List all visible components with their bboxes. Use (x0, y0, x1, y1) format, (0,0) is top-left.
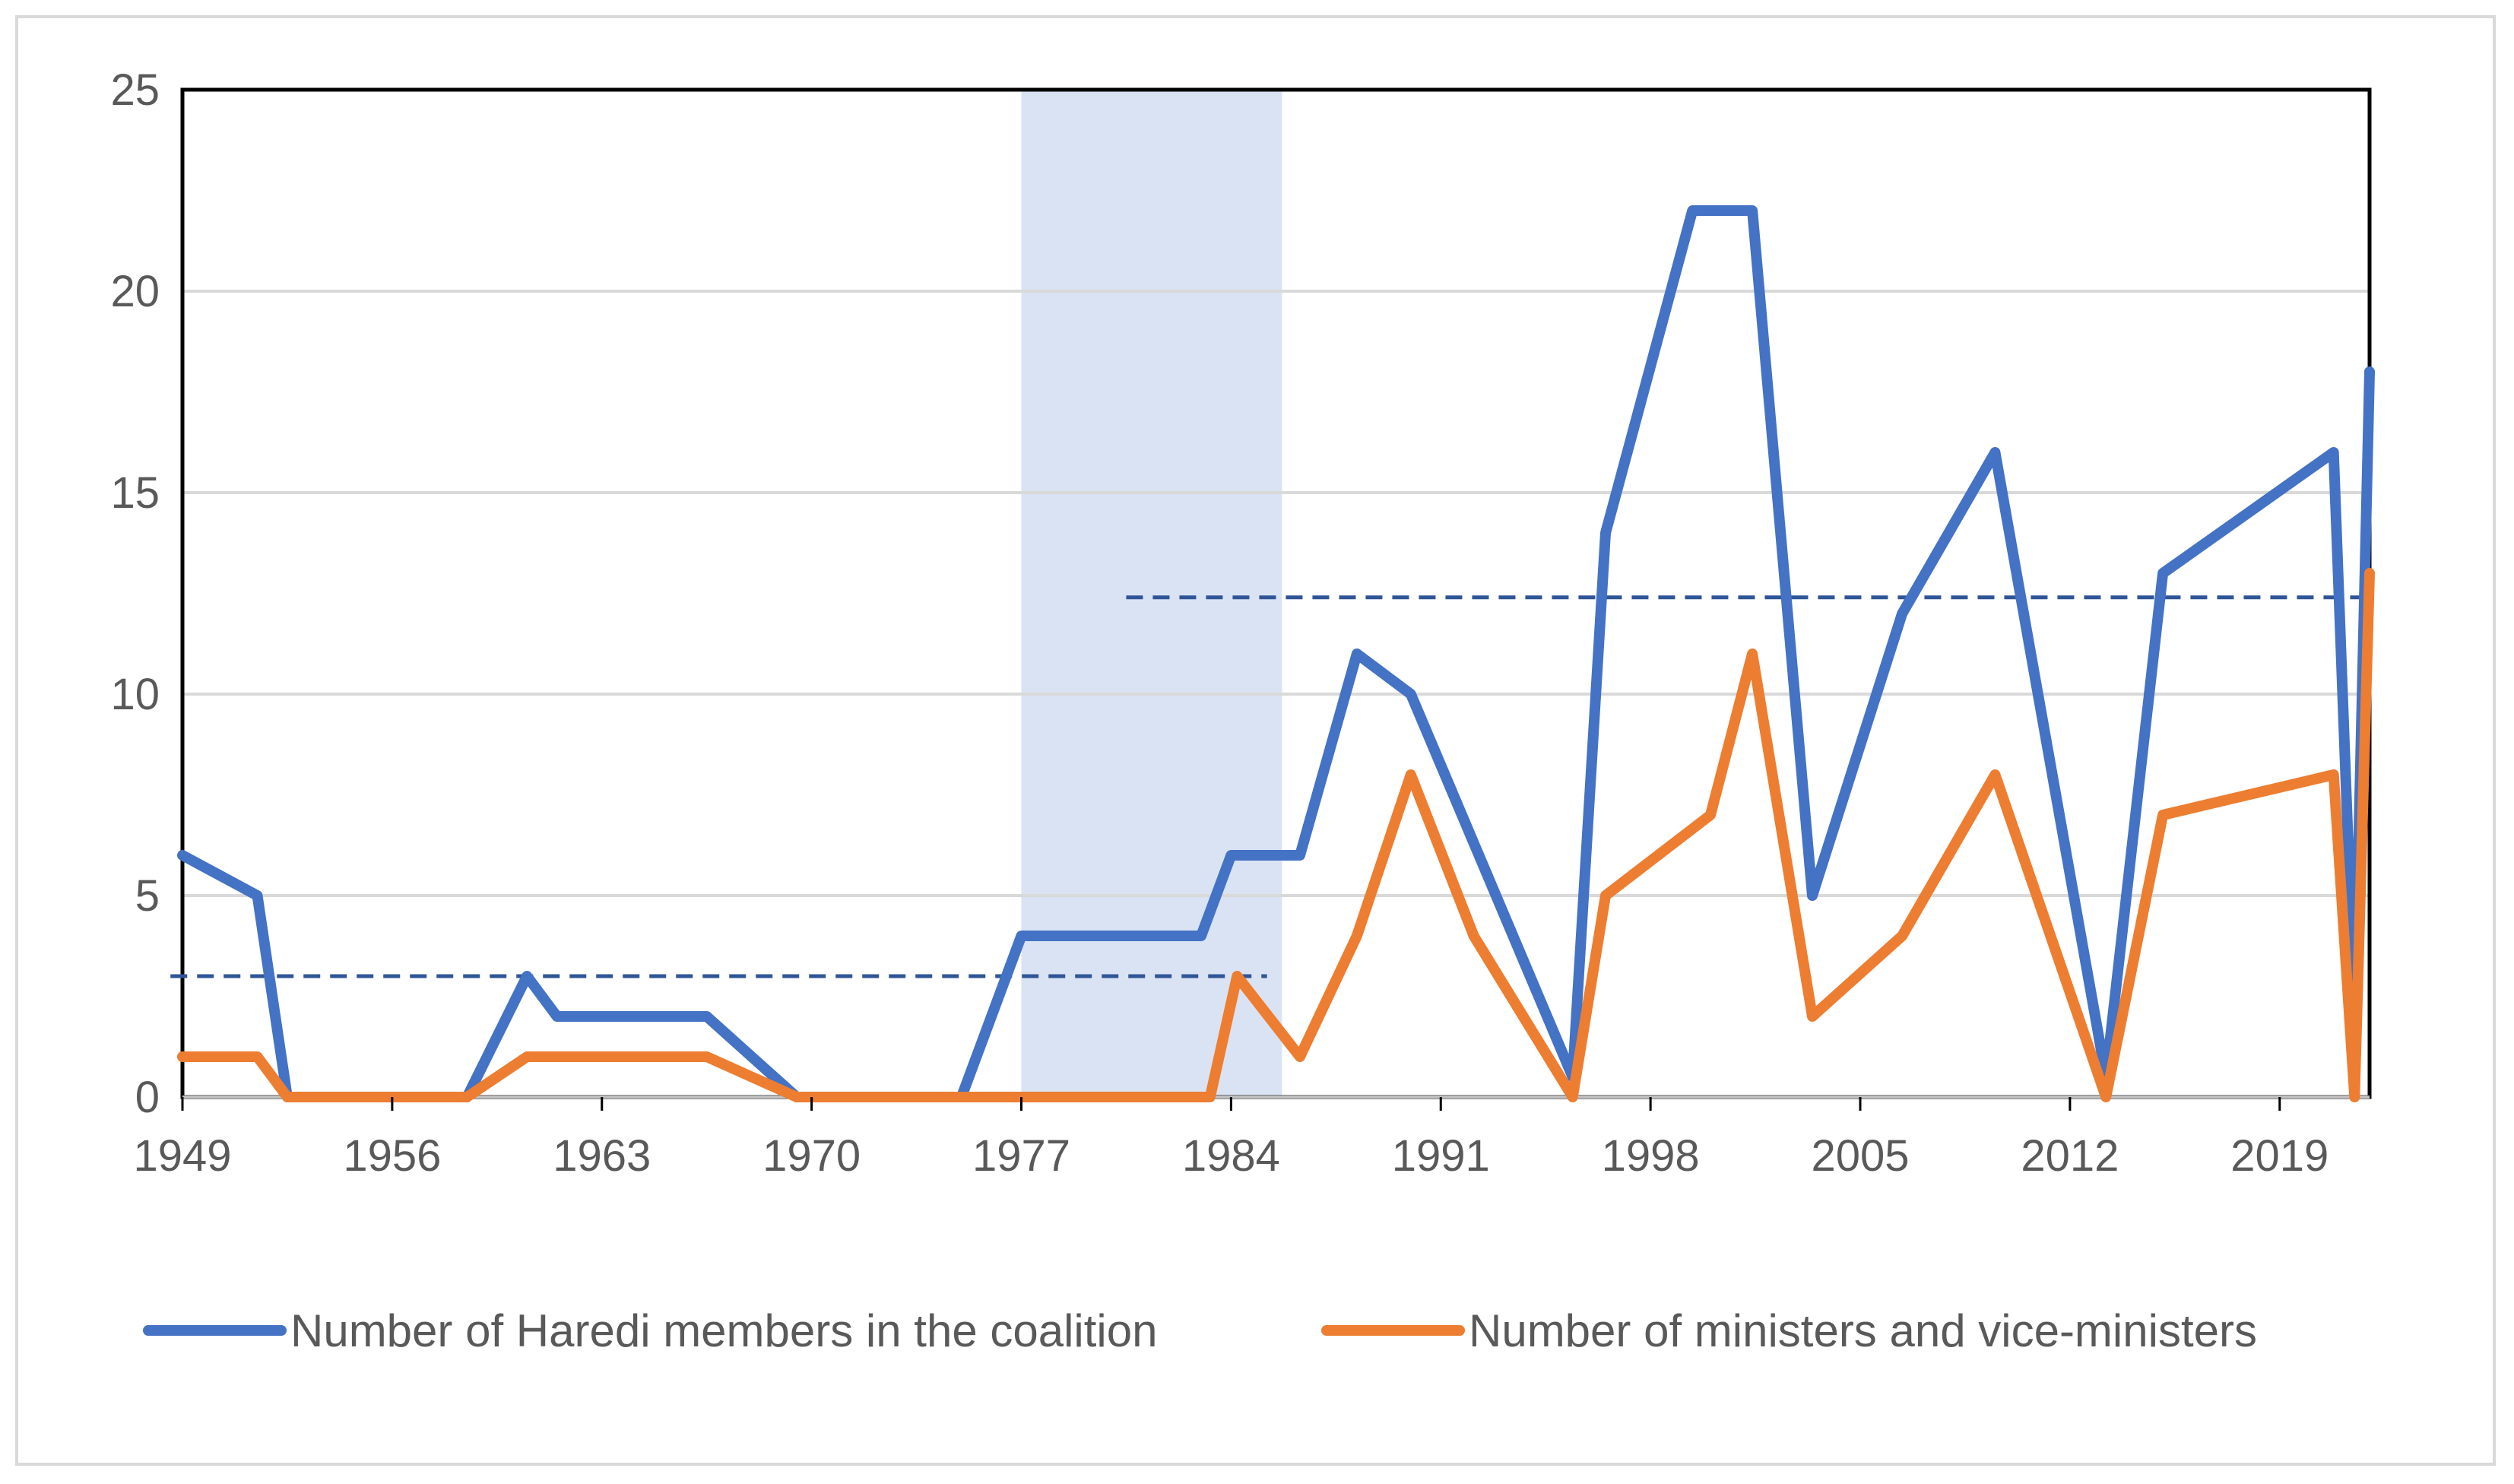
y-tick-label: 25 (110, 65, 160, 115)
x-tick-label: 1956 (343, 1131, 441, 1181)
y-tick-label: 20 (110, 267, 160, 316)
x-tick-label: 1970 (762, 1131, 861, 1181)
x-tick-label: 2012 (2021, 1131, 2119, 1181)
series-line-2 (177, 568, 2375, 1102)
legend-label-2: Number of ministers and vice-ministers (1469, 1305, 2257, 1356)
series-line-1 (177, 205, 2375, 1102)
x-tick-label: 1949 (133, 1131, 231, 1181)
x-tick-label: 2019 (2230, 1131, 2329, 1181)
x-tick-label: 2005 (1811, 1131, 1909, 1181)
y-tick-label: 15 (110, 468, 160, 518)
y-tick-label: 0 (135, 1073, 160, 1122)
y-tick-label: 5 (135, 871, 160, 921)
x-tick-label: 1984 (1182, 1131, 1280, 1181)
shaded-period (1021, 90, 1282, 1097)
x-tick-label: 1963 (553, 1131, 651, 1181)
x-tick-label: 1977 (972, 1131, 1070, 1181)
x-tick-label: 1991 (1392, 1131, 1490, 1181)
x-tick-label: 1998 (1602, 1131, 1700, 1181)
y-tick-label: 10 (110, 670, 160, 719)
legend-label-1: Number of Haredi members in the coalitio… (290, 1305, 1158, 1356)
